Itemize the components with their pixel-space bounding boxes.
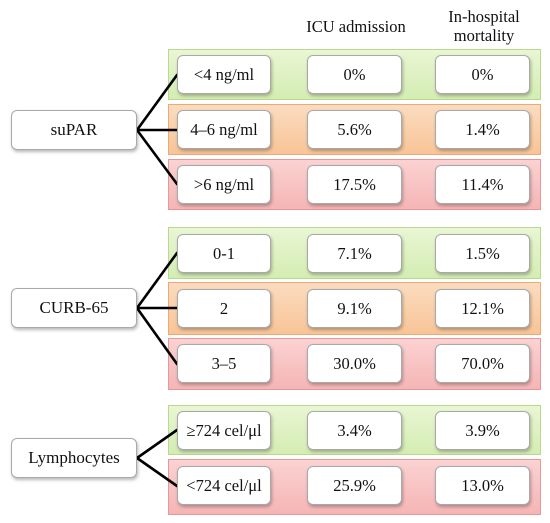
category-cell: 0-1: [177, 234, 271, 273]
category-cell: <4 ng/ml: [177, 55, 271, 94]
icu-value: 3.4%: [307, 411, 402, 450]
mortality-value: 1.5%: [435, 234, 530, 273]
category-cell: 3–5: [177, 344, 271, 383]
category-cell: <724 cel/μl: [177, 466, 271, 505]
mortality-value: 11.4%: [435, 165, 530, 204]
icu-value: 9.1%: [307, 289, 402, 328]
group-curb-65: CURB-65: [11, 288, 137, 328]
in-hospital-mortality-header: In-hospital mortality: [425, 7, 543, 45]
mortality-value: 70.0%: [435, 344, 530, 383]
category-cell: 4–6 ng/ml: [177, 110, 271, 149]
mortality-value: 12.1%: [435, 289, 530, 328]
mortality-value: 0%: [435, 55, 530, 94]
icu-value: 0%: [307, 55, 402, 94]
mortality-value: 13.0%: [435, 466, 530, 505]
icu-admission-header: ICU admission: [306, 17, 406, 36]
icu-value: 17.5%: [307, 165, 402, 204]
group-suPAR: suPAR: [11, 110, 137, 150]
mortality-header-line1: In-hospital: [448, 7, 520, 26]
mortality-value: 1.4%: [435, 110, 530, 149]
category-cell: >6 ng/ml: [177, 165, 271, 204]
icu-value: 30.0%: [307, 344, 402, 383]
mortality-header-line2: mortality: [453, 26, 515, 45]
category-cell: 2: [177, 289, 271, 328]
category-cell: ≥724 cel/μl: [177, 411, 271, 450]
mortality-value: 3.9%: [435, 411, 530, 450]
icu-value: 5.6%: [307, 110, 402, 149]
icu-value: 7.1%: [307, 234, 402, 273]
icu-value: 25.9%: [307, 466, 402, 505]
group-lymphocytes: Lymphocytes: [11, 438, 137, 478]
